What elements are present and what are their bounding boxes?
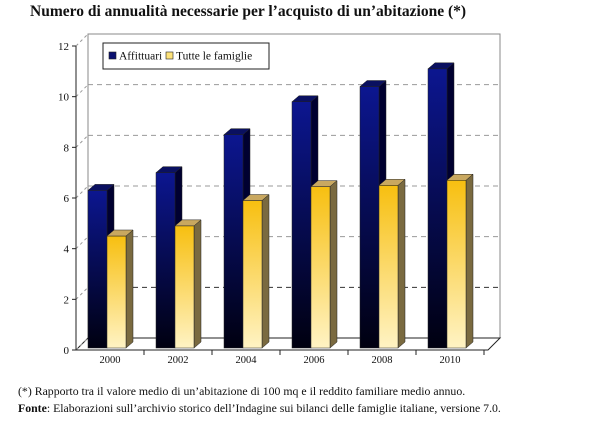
- bar-affittuari: [155, 172, 176, 349]
- gridline-side: [75, 33, 89, 47]
- legend-label: Tutte le famiglie: [176, 51, 252, 63]
- bar-side-tutte-le-famiglie: [329, 180, 338, 349]
- bar-chart: 0 2 4 6 8 10 12 2000 2002 2004 2006 2008 2010 Affitt…: [58, 33, 502, 366]
- chart-title: Numero di annualità necessarie per l’acq…: [30, 3, 467, 20]
- bar-affittuari: [223, 134, 244, 349]
- legend: Affittuari Tutte le famiglie: [102, 42, 270, 70]
- bar-affittuari: [291, 101, 312, 349]
- bar-top-tutte-le-famiglie: [446, 174, 474, 181]
- y-tick-label: 6: [64, 193, 70, 205]
- bar-side-tutte-le-famiglie: [465, 173, 474, 349]
- y-tick-label: 4: [64, 244, 70, 256]
- y-tick-label: 0: [64, 345, 70, 357]
- bar-side-tutte-le-famiglie: [261, 193, 270, 349]
- legend-swatch: [108, 51, 117, 60]
- x-tick-label: 2000: [100, 355, 121, 366]
- bar-tutte-le-famiglie: [174, 225, 195, 349]
- source-note: Fonte: Elaborazioni sull’archivio storic…: [18, 401, 501, 416]
- x-tick-label: 2006: [304, 355, 325, 366]
- legend-box: [102, 42, 270, 70]
- bar-top-affittuari: [87, 184, 115, 191]
- y-tick-label: 10: [58, 92, 70, 104]
- bar-top-affittuari: [427, 62, 455, 70]
- gridline-side: [75, 84, 89, 98]
- bar-top-tutte-le-famiglie: [310, 180, 338, 187]
- bar-side-tutte-le-famiglie: [397, 178, 406, 349]
- x-tick-label: 2004: [236, 355, 258, 366]
- x-tick-label: 2010: [440, 355, 461, 366]
- source-label: Fonte: [18, 401, 47, 415]
- footnote: (*) Rapporto tra il valore medio di un’a…: [18, 384, 466, 398]
- gridline-side: [75, 236, 89, 250]
- bar-tutte-le-famiglie: [242, 200, 263, 349]
- source-text: : Elaborazioni sull’archivio storico del…: [46, 401, 501, 415]
- y-tick-label: 12: [58, 41, 69, 53]
- bar-side-tutte-le-famiglie: [125, 229, 134, 349]
- gridline-side: [75, 286, 89, 300]
- gridline-side: [75, 185, 89, 199]
- legend-swatch: [165, 51, 174, 60]
- gridline-side: [75, 134, 89, 148]
- bar-tutte-le-famiglie: [106, 235, 127, 349]
- y-tick-label: 8: [64, 142, 70, 154]
- gridline-side: [75, 337, 89, 351]
- y-tick-label: 2: [64, 294, 70, 306]
- bar-side-tutte-le-famiglie: [193, 219, 202, 349]
- bar-tutte-le-famiglie: [378, 185, 399, 349]
- bar-top-affittuari: [155, 166, 183, 173]
- bar-top-tutte-le-famiglie: [378, 179, 406, 186]
- bar-top-affittuari: [291, 95, 319, 102]
- bar-affittuari: [87, 190, 108, 349]
- bar-top-tutte-le-famiglie: [242, 194, 270, 201]
- bar-affittuari: [359, 86, 380, 349]
- x-tick-label: 2008: [372, 355, 393, 366]
- bar-top-affittuari: [223, 128, 251, 135]
- bar-tutte-le-famiglie: [310, 186, 331, 349]
- bar-affittuari: [427, 68, 448, 349]
- bar-top-tutte-le-famiglie: [174, 219, 202, 227]
- bar-top-tutte-le-famiglie: [106, 229, 134, 237]
- bar-tutte-le-famiglie: [446, 180, 467, 349]
- x-tick-label: 2002: [168, 355, 189, 366]
- bar-top-affittuari: [359, 80, 387, 87]
- legend-label: Affittuari: [119, 51, 162, 63]
